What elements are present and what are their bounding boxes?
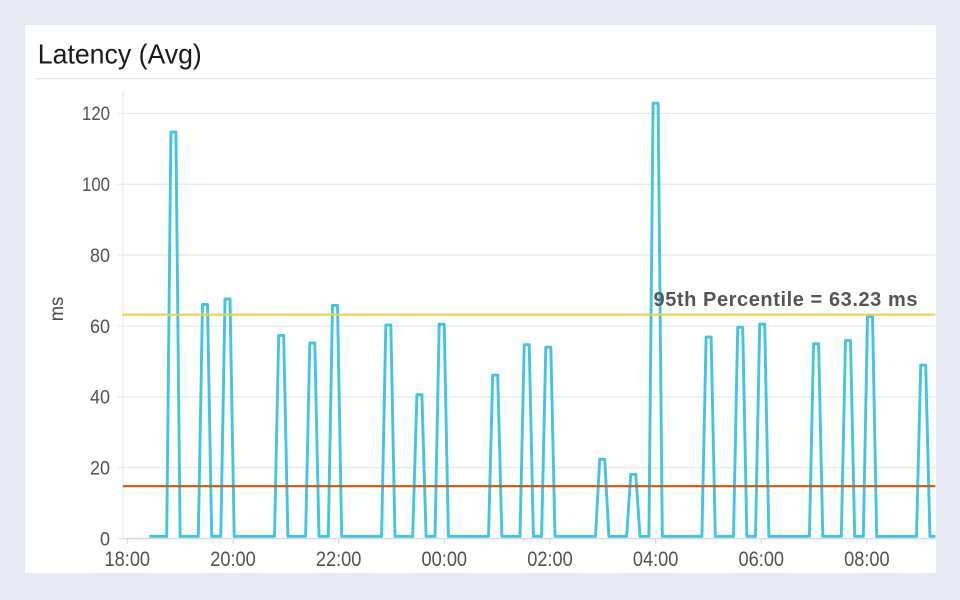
svg-text:02:00: 02:00 [527,548,573,571]
svg-text:100: 100 [82,174,110,196]
svg-text:00:00: 00:00 [422,548,468,571]
svg-text:80: 80 [90,245,110,267]
svg-text:ms: ms [47,297,68,322]
svg-text:0: 0 [100,528,110,550]
svg-text:08:00: 08:00 [844,548,890,571]
svg-text:18:00: 18:00 [105,548,151,571]
svg-text:20: 20 [90,458,110,480]
svg-text:20:00: 20:00 [210,548,256,571]
svg-text:Latency (Avg): Latency (Avg) [38,38,202,69]
svg-text:60: 60 [90,316,110,338]
svg-text:04:00: 04:00 [633,548,679,571]
svg-text:22:00: 22:00 [316,548,362,571]
svg-text:40: 40 [90,387,110,409]
svg-text:120: 120 [82,103,110,125]
svg-text:06:00: 06:00 [739,548,785,571]
svg-text:95th Percentile = 63.23 ms: 95th Percentile = 63.23 ms [654,289,918,311]
